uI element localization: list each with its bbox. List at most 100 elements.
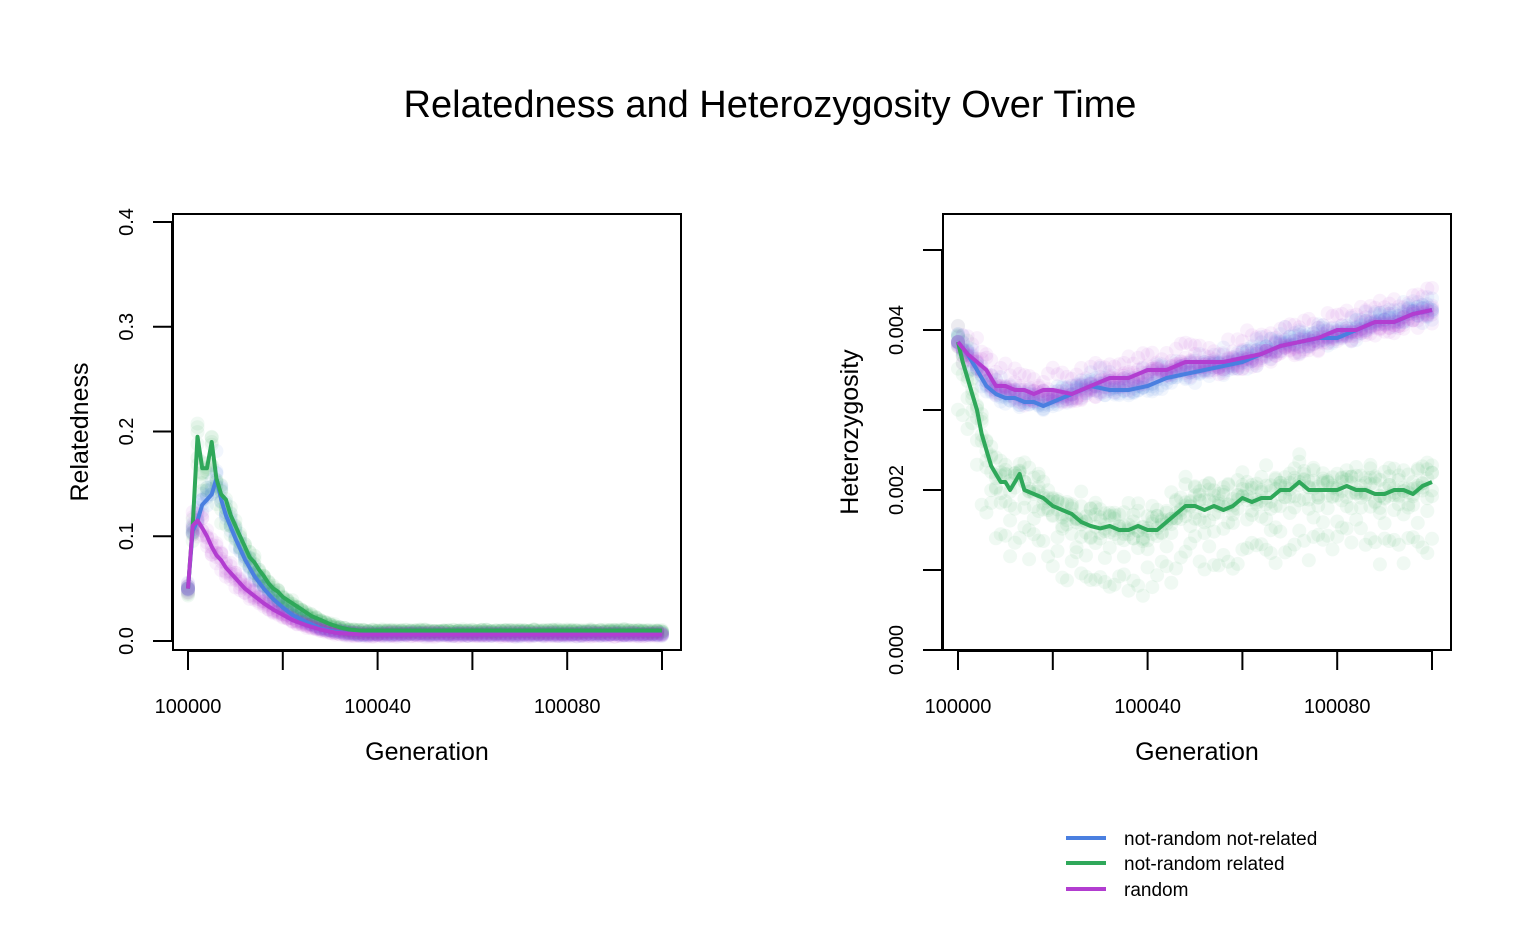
replicate-point — [970, 457, 984, 472]
replicate-point — [200, 480, 214, 495]
replicate-point — [1292, 324, 1307, 339]
replicate-point — [204, 430, 219, 445]
start-point — [181, 581, 195, 596]
replicate-point — [1069, 377, 1084, 392]
replicate-point — [1188, 480, 1202, 495]
replicate-point — [1363, 457, 1378, 472]
x-tick-label: 100000 — [925, 696, 992, 718]
heterozygosity-y-axis: 0.000 0.002 0.004 — [886, 249, 943, 675]
replicate-point — [195, 486, 210, 501]
legend-label-random: random — [1124, 880, 1188, 901]
replicate-point — [1060, 573, 1074, 588]
replicate-point — [1022, 552, 1037, 567]
y-tick-label: 0.4 — [116, 208, 138, 236]
replicate-point — [1041, 483, 1056, 498]
series-line-random — [186, 518, 662, 637]
series-line-not-random-related — [186, 434, 662, 633]
replicate-point — [1202, 482, 1217, 497]
replicate-point — [1273, 524, 1288, 539]
replicate-point — [1083, 531, 1098, 546]
replicate-point — [218, 564, 233, 579]
replicate-point — [190, 425, 205, 440]
replicate-point — [1036, 534, 1051, 548]
replicate-point — [1344, 535, 1359, 550]
replicate-point — [1372, 557, 1387, 572]
replicate-point — [1074, 484, 1089, 499]
replicate-point — [1188, 529, 1202, 544]
replicate-point — [1069, 545, 1084, 560]
replicate-point — [1349, 312, 1364, 327]
replicate-point — [256, 599, 271, 614]
replicate-point — [1372, 306, 1387, 320]
replicate-point — [1273, 327, 1288, 342]
replicate-point — [1282, 329, 1297, 344]
y-tick-label: 0.0 — [116, 627, 138, 655]
replicate-point — [1316, 515, 1330, 530]
heterozygosity-x-axis: 100000 100040 100080 — [925, 650, 1433, 718]
replicate-point — [1425, 465, 1439, 480]
replicate-point — [1050, 544, 1065, 558]
heterozygosity-y-label: Heterozygosity — [836, 349, 864, 515]
y-tick-label: 0.002 — [886, 465, 908, 515]
replicate-point — [195, 467, 210, 482]
x-tick-label: 100080 — [534, 696, 601, 718]
replicate-point — [1425, 302, 1439, 317]
replicate-point — [1225, 515, 1240, 530]
replicate-point — [1116, 549, 1131, 564]
x-tick-label: 100080 — [1304, 696, 1371, 718]
y-tick-label: 0.3 — [116, 313, 138, 341]
replicate-point — [979, 350, 994, 365]
replicate-point — [214, 516, 229, 531]
replicate-point — [190, 416, 205, 431]
replicate-point — [1401, 300, 1416, 315]
replicate-point — [1064, 497, 1079, 512]
replicate-point — [1235, 344, 1250, 359]
replicate-point — [1420, 546, 1435, 561]
replicate-point — [1045, 559, 1060, 574]
y-tick-label: 0.2 — [116, 418, 138, 446]
relatedness-series-lines — [186, 434, 662, 637]
heterozygosity-plot-box — [942, 213, 1452, 651]
replicate-point — [237, 577, 252, 592]
heterozygosity-panel: 100000 100040 100080 0.000 0.002 0.004 Gener… — [836, 213, 1452, 766]
replicate-point — [1031, 469, 1046, 484]
replicate-point — [1244, 507, 1259, 522]
x-tick-label: 100000 — [155, 696, 222, 718]
replicate-point — [1382, 308, 1397, 323]
relatedness-panel: 100000 100040 100080 0.0 0.1 0.2 0.3 0.4 Gener… — [66, 208, 682, 766]
replicate-point — [1088, 500, 1103, 515]
replicate-point — [1311, 320, 1326, 335]
replicate-point — [1268, 556, 1283, 571]
replicate-point — [1202, 539, 1217, 554]
relatedness-x-label: Generation — [365, 738, 489, 766]
replicate-point — [1311, 490, 1326, 505]
replicate-point — [1003, 498, 1018, 513]
replicate-point — [1420, 297, 1435, 312]
relatedness-y-axis: 0.0 0.1 0.2 0.3 0.4 — [116, 208, 173, 655]
legend: not-random not-related not-random relate… — [1066, 829, 1317, 901]
replicate-point — [1164, 575, 1179, 590]
replicate-point — [1368, 306, 1383, 321]
replicate-point — [1420, 491, 1435, 506]
replicate-point — [1131, 496, 1146, 511]
legend-label-not-random-not-related: not-random not-related — [1124, 829, 1317, 850]
replicate-point — [204, 429, 219, 444]
heterozygosity-replicate-points — [951, 281, 1439, 603]
y-tick-label: 0.004 — [886, 305, 908, 355]
replicate-point — [190, 420, 205, 435]
replicate-point — [1140, 533, 1155, 548]
x-tick-label: 100040 — [1114, 696, 1181, 718]
replicate-point — [1425, 531, 1439, 546]
replicate-point — [1387, 306, 1402, 321]
relatedness-y-label: Relatedness — [66, 363, 94, 502]
replicate-point — [195, 483, 210, 498]
replicate-point — [1325, 542, 1340, 557]
chart-title: Relatedness and Heterozygosity Over Time — [404, 84, 1137, 126]
replicate-point — [1159, 539, 1174, 554]
heterozygosity-x-label: Generation — [1135, 738, 1259, 766]
replicate-point — [1420, 504, 1435, 518]
replicate-point — [1396, 556, 1411, 571]
replicate-point — [993, 370, 1008, 385]
relatedness-replicate-points — [181, 416, 669, 645]
